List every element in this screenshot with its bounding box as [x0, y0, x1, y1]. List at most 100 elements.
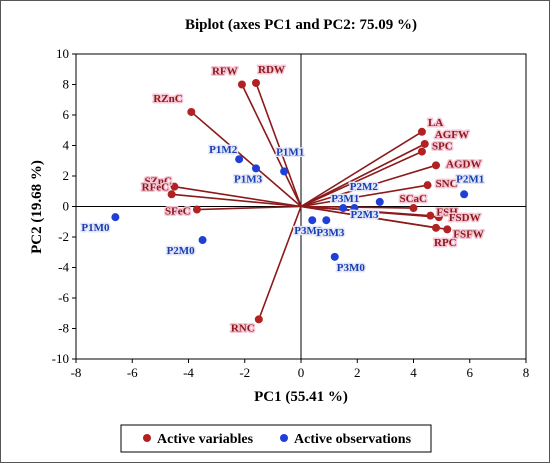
variable-label-rfec: RFeC: [142, 181, 170, 193]
x-tick-label: -8: [71, 365, 82, 380]
legend-box: [120, 424, 432, 453]
y-tick-label: 10: [56, 46, 69, 61]
legend-variables-label: Active variables: [157, 432, 254, 447]
observation-point-p1m1: [280, 167, 289, 176]
observation-label-p1m3: P1M3: [234, 173, 263, 185]
y-tick-label: -4: [58, 260, 69, 275]
variable-point-spc: [417, 147, 426, 156]
variable-label-fsh: FSH: [436, 207, 458, 219]
variable-vector-agfw: [300, 143, 426, 208]
x-axis-label: PC1 (55.41 %): [254, 389, 348, 405]
y-tick-label: 0: [63, 199, 70, 214]
observation-label-p2m0: P2M0: [167, 245, 196, 257]
variable-vector-agdw: [300, 164, 437, 208]
observation-label-p2m1: P2M1: [456, 173, 484, 185]
legend-observations-label: Active observations: [294, 432, 412, 447]
variable-vector-rfw: [241, 84, 302, 207]
variable-point-rpc: [432, 223, 440, 232]
variable-label-agfw: AGFW: [435, 129, 469, 141]
variable-label-rnc: RNC: [231, 322, 255, 334]
variable-point-fsdw: [434, 213, 443, 222]
variable-point-sfec: [192, 205, 201, 214]
variable-vector-rznc: [190, 111, 302, 208]
variable-point-rdw: [252, 78, 260, 87]
x-tick-label: 2: [354, 365, 361, 380]
variable-point-rznc: [187, 107, 196, 116]
variable-vector-sznc: [174, 185, 302, 208]
variable-vector-rfec: [171, 193, 302, 208]
chart-title: Biplot (axes PC1 and PC2: 75.09 %): [185, 17, 417, 33]
observation-point-p2m1: [460, 190, 469, 199]
variable-label-sznc: SZnC: [144, 176, 172, 188]
variable-label-fsfw: FSFW: [453, 228, 484, 240]
observation-point-p2m0: [198, 236, 207, 245]
variable-vector-rnc: [258, 206, 302, 320]
variable-point-sznc: [170, 182, 179, 191]
variable-label-rpc: RPC: [434, 237, 457, 249]
x-tick-label: -4: [183, 365, 194, 380]
observation-label-p3m0: P3M0: [337, 262, 366, 274]
observation-label-p1m0: P1M0: [81, 222, 110, 234]
y-tick-label: -8: [58, 321, 69, 336]
variable-vector-fsdw: [300, 205, 439, 218]
variable-label-rdw: RDW: [258, 64, 285, 76]
observation-label-p3m1: P3M1: [331, 193, 359, 205]
variable-vector-rpc: [300, 205, 437, 229]
variable-vector-rdw: [255, 82, 302, 207]
variable-point-agfw: [420, 139, 429, 148]
x-tick-label: 8: [523, 365, 530, 380]
variable-label-la: LA: [428, 117, 443, 129]
observation-point-p2m3: [350, 204, 359, 213]
observation-label-p3m2: P3M2: [294, 225, 323, 237]
variable-label-sfec: SFeC: [165, 206, 191, 218]
variable-point-snc: [423, 181, 432, 190]
observation-point-p3m0: [330, 252, 339, 261]
y-tick-label: 8: [63, 77, 70, 92]
variable-points: [167, 78, 452, 324]
observation-point-p1m2: [235, 155, 244, 164]
observation-point-p3m2: [308, 216, 317, 225]
observation-point-p3m3: [322, 216, 331, 225]
observation-points: [111, 155, 469, 261]
legend-observations-marker: [280, 434, 288, 442]
variable-vector-snc: [300, 184, 428, 208]
observation-label-p2m2: P2M2: [350, 181, 379, 193]
y-tick-label: -10: [52, 351, 69, 366]
x-tick-label: 6: [467, 365, 474, 380]
variable-label-scac: SCaC: [400, 193, 428, 205]
variable-label-spc: SPC: [432, 141, 453, 153]
x-tick-label: -6: [127, 365, 138, 380]
variable-point-fsfw: [443, 225, 452, 234]
variable-point-scac: [409, 204, 418, 213]
variable-vector-sfec: [196, 205, 302, 211]
variable-point-rnc: [254, 315, 263, 324]
legend-variables-marker: [143, 434, 151, 442]
variable-label-snc: SNC: [436, 178, 458, 190]
observation-label-p1m1: P1M1: [276, 146, 304, 158]
variable-label-fsdw: FSDW: [449, 212, 481, 224]
y-tick-label: 2: [63, 168, 70, 183]
x-tick-label: -2: [239, 365, 250, 380]
variable-point-fsh: [426, 211, 435, 220]
x-tick-labels: -8 -6 -4 -2 0 2 4 6 8: [71, 359, 530, 380]
variable-point-rfw: [237, 80, 246, 89]
observation-point-p1m3: [252, 164, 260, 173]
variable-vector-la: [300, 131, 423, 208]
x-tick-label: 4: [410, 365, 417, 380]
variable-vectors: [171, 82, 448, 320]
observation-label-p1m2: P1M2: [209, 144, 238, 156]
variable-point-rfec: [167, 190, 176, 199]
variable-vector-spc: [300, 150, 423, 208]
y-tick-label: 6: [63, 107, 70, 122]
variable-label-agdw: AGDW: [446, 158, 481, 170]
observation-point-p2m2: [375, 197, 384, 206]
y-tick-label: -2: [58, 229, 69, 244]
variable-point-agdw: [432, 161, 440, 170]
y-tick-label: 4: [63, 138, 70, 153]
variable-point-la: [417, 127, 426, 136]
observation-label-p2m3: P2M3: [350, 209, 379, 221]
x-tick-label: 0: [298, 365, 305, 380]
